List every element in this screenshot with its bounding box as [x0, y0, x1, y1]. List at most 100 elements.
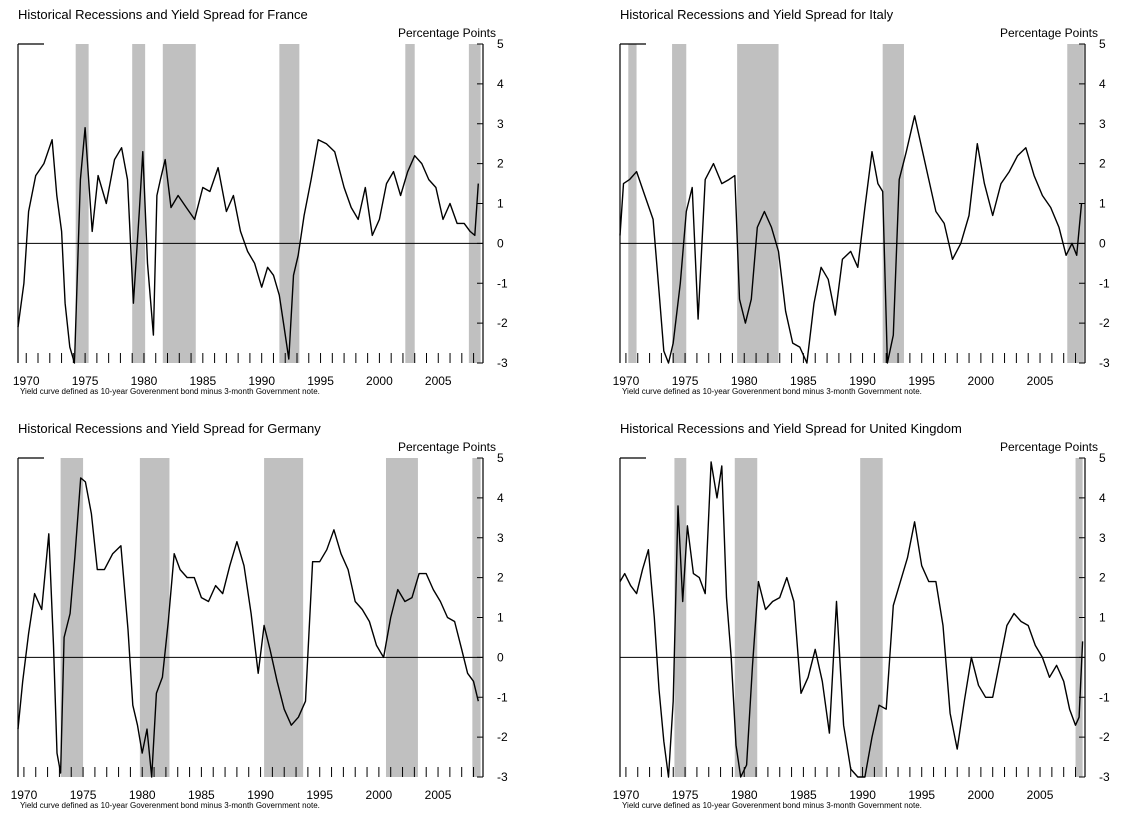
chart-footnote: Yield curve defined as 10-year Goverenme…	[622, 387, 922, 396]
recession-band	[672, 44, 687, 363]
x-tick-label: 1970	[11, 788, 38, 802]
x-tick-label: 1975	[672, 374, 699, 388]
x-tick-label: 1990	[247, 788, 274, 802]
x-tick-label: 1985	[790, 374, 817, 388]
yield-spread-line	[619, 461, 1084, 778]
y-tick-label: 5	[1099, 451, 1106, 465]
y-tick-label: -1	[1099, 276, 1110, 290]
y-tick-label: 2	[1099, 157, 1106, 171]
chart-title: Historical Recessions and Yield Spread f…	[620, 7, 894, 22]
x-tick-label: 2005	[1027, 374, 1054, 388]
x-tick-label: 1985	[188, 788, 215, 802]
chart-panel: Historical Recessions and Yield Spread f…	[13, 7, 508, 396]
x-tick-label: 2000	[366, 374, 393, 388]
recession-band	[674, 458, 687, 777]
y-tick-label: -3	[497, 356, 508, 370]
y-tick-label: -1	[497, 276, 508, 290]
recession-band	[60, 458, 84, 777]
recession-band	[860, 458, 883, 777]
y-tick-label: 2	[497, 571, 504, 585]
y-axis-label: Percentage Points	[1000, 26, 1098, 40]
x-tick-label: 1995	[307, 374, 334, 388]
chart-footnote: Yield curve defined as 10-year Goverenme…	[20, 387, 320, 396]
recession-band	[264, 458, 304, 777]
y-tick-label: 4	[1099, 491, 1106, 505]
y-tick-label: 0	[1099, 650, 1106, 664]
recession-band	[162, 44, 196, 363]
x-tick-label: 1975	[72, 374, 99, 388]
x-tick-label: 1980	[131, 374, 158, 388]
x-tick-label: 1995	[908, 374, 935, 388]
x-tick-label: 2005	[425, 788, 452, 802]
yield-spread-line	[17, 127, 479, 364]
yield-spread-line	[619, 115, 1083, 364]
y-tick-label: 3	[1099, 117, 1106, 131]
x-tick-label: 2000	[366, 788, 393, 802]
recession-band	[279, 44, 300, 363]
x-tick-label: 1990	[849, 788, 876, 802]
y-tick-label: 5	[1099, 37, 1106, 51]
y-tick-label: 4	[497, 77, 504, 91]
x-tick-label: 2000	[968, 788, 995, 802]
y-tick-label: 0	[497, 650, 504, 664]
recession-band	[75, 44, 89, 363]
chart-title: Historical Recessions and Yield Spread f…	[18, 7, 308, 22]
y-tick-label: 0	[497, 236, 504, 250]
y-tick-label: 5	[497, 37, 504, 51]
chart-panel: Historical Recessions and Yield Spread f…	[11, 421, 508, 810]
recession-band	[734, 458, 758, 777]
y-tick-label: -3	[1099, 770, 1110, 784]
recession-band	[472, 458, 481, 777]
x-tick-label: 1995	[908, 788, 935, 802]
x-tick-label: 1975	[70, 788, 97, 802]
recession-band	[737, 44, 779, 363]
x-tick-label: 1980	[731, 788, 758, 802]
x-tick-label: 1980	[129, 788, 156, 802]
chart-panel: Historical Recessions and Yield Spread f…	[613, 421, 1110, 810]
y-tick-label: 5	[497, 451, 504, 465]
x-tick-label: 2005	[425, 374, 452, 388]
recession-band	[132, 44, 146, 363]
y-tick-label: -2	[497, 316, 508, 330]
chart-footnote: Yield curve defined as 10-year Goverenme…	[20, 801, 320, 810]
y-tick-label: 4	[1099, 77, 1106, 91]
y-tick-label: -2	[1099, 316, 1110, 330]
x-tick-label: 2005	[1027, 788, 1054, 802]
x-tick-label: 1985	[189, 374, 216, 388]
chart-title: Historical Recessions and Yield Spread f…	[620, 421, 962, 436]
y-tick-label: 1	[1099, 611, 1106, 625]
recession-band	[882, 44, 904, 363]
y-tick-label: 1	[1099, 197, 1106, 211]
y-tick-label: 1	[497, 197, 504, 211]
y-tick-label: 3	[497, 117, 504, 131]
y-tick-label: -1	[1099, 690, 1110, 704]
y-axis-label: Percentage Points	[1000, 440, 1098, 454]
x-tick-label: 1985	[790, 788, 817, 802]
x-tick-label: 1990	[248, 374, 275, 388]
y-tick-label: 1	[497, 611, 504, 625]
x-tick-label: 1975	[672, 788, 699, 802]
x-tick-label: 1970	[613, 788, 640, 802]
y-axis-label: Percentage Points	[398, 26, 496, 40]
y-tick-label: 2	[1099, 571, 1106, 585]
y-tick-label: -3	[497, 770, 508, 784]
recession-band	[405, 44, 415, 363]
y-tick-label: -2	[1099, 730, 1110, 744]
chart-title: Historical Recessions and Yield Spread f…	[18, 421, 321, 436]
x-tick-label: 1970	[13, 374, 40, 388]
x-tick-label: 1995	[306, 788, 333, 802]
chart-footnote: Yield curve defined as 10-year Goverenme…	[622, 801, 922, 810]
x-tick-label: 1970	[613, 374, 640, 388]
yield-spread-line	[17, 477, 479, 778]
y-tick-label: -1	[497, 690, 508, 704]
chart-panel: Historical Recessions and Yield Spread f…	[613, 7, 1110, 396]
x-tick-label: 1990	[849, 374, 876, 388]
x-tick-label: 1980	[731, 374, 758, 388]
y-tick-label: 3	[497, 531, 504, 545]
recession-band	[628, 44, 637, 363]
y-tick-label: -2	[497, 730, 508, 744]
y-tick-label: 3	[1099, 531, 1106, 545]
y-tick-label: 2	[497, 157, 504, 171]
y-axis-label: Percentage Points	[398, 440, 496, 454]
